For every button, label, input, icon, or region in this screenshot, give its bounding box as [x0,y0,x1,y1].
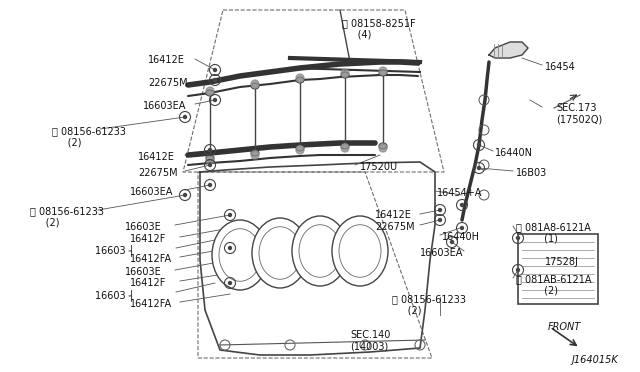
Ellipse shape [339,225,381,277]
Circle shape [251,80,259,88]
Text: SEC.140
(14003): SEC.140 (14003) [350,330,390,352]
Text: 16603EA: 16603EA [420,248,463,258]
Circle shape [379,144,387,152]
Circle shape [438,218,442,221]
Circle shape [461,227,463,230]
Circle shape [461,203,463,206]
Text: 16603 ┤: 16603 ┤ [95,244,134,256]
Text: 16603 ┤: 16603 ┤ [95,289,134,301]
Text: 16603EA: 16603EA [130,187,173,197]
Circle shape [477,167,481,170]
Circle shape [209,148,211,151]
Ellipse shape [296,145,304,151]
Text: 16412FA: 16412FA [130,299,172,309]
Bar [518,234,598,304]
Circle shape [451,241,454,244]
Ellipse shape [292,216,348,286]
Text: 16412F: 16412F [130,234,166,244]
Ellipse shape [341,143,349,149]
Circle shape [206,87,214,95]
Text: 16603E: 16603E [125,222,162,232]
Circle shape [251,151,259,159]
Circle shape [516,269,520,272]
Ellipse shape [219,229,261,281]
Ellipse shape [379,143,387,149]
Circle shape [341,144,349,152]
Polygon shape [489,42,528,58]
Ellipse shape [296,77,304,83]
Circle shape [516,237,520,240]
Text: 16454+A: 16454+A [437,188,483,198]
Ellipse shape [299,225,341,277]
Ellipse shape [332,216,388,286]
Text: 16440H: 16440H [442,232,480,242]
Circle shape [209,183,211,186]
Text: 16440N: 16440N [495,148,533,158]
Ellipse shape [252,218,308,288]
Text: 17528J: 17528J [545,257,579,267]
Text: 22675M: 22675M [148,78,188,88]
Ellipse shape [251,150,259,156]
Circle shape [296,146,304,154]
Text: 16412E: 16412E [375,210,412,220]
Circle shape [206,156,214,164]
Circle shape [184,193,186,196]
Text: Ⓒ 08156-61233
     (2): Ⓒ 08156-61233 (2) [30,206,104,228]
Text: 16603E: 16603E [125,267,162,277]
Circle shape [214,99,216,102]
Ellipse shape [341,72,349,78]
Text: FRONT: FRONT [548,322,581,332]
Circle shape [477,144,481,147]
Text: 16454: 16454 [545,62,576,72]
Circle shape [228,247,232,250]
Text: 17520U: 17520U [360,162,398,172]
Text: 16B03: 16B03 [516,168,547,178]
Circle shape [341,69,349,77]
Circle shape [438,208,442,212]
Text: 22675M: 22675M [138,168,178,178]
Circle shape [228,214,232,217]
Circle shape [379,67,387,75]
Ellipse shape [251,83,259,89]
Text: J164015K: J164015K [572,355,619,365]
Ellipse shape [206,155,214,161]
Circle shape [214,78,216,81]
Text: 16412E: 16412E [138,152,175,162]
Circle shape [209,164,211,167]
Text: 16412E: 16412E [148,55,185,65]
Ellipse shape [212,220,268,290]
Circle shape [214,68,216,71]
Ellipse shape [206,90,214,96]
Text: 16603EA: 16603EA [143,101,186,111]
Text: Ⓒ 08156-61233
     (2): Ⓒ 08156-61233 (2) [392,294,466,315]
Text: Ⓒ 081AB-6121A
         (2): Ⓒ 081AB-6121A (2) [516,274,591,296]
Ellipse shape [259,227,301,279]
Text: 16412FA: 16412FA [130,254,172,264]
Text: 22675M: 22675M [375,222,415,232]
Circle shape [184,115,186,119]
Text: SEC.173
(17502Q): SEC.173 (17502Q) [556,103,602,125]
Text: 16412F: 16412F [130,278,166,288]
Text: Ⓒ 081A8-6121A
         (1): Ⓒ 081A8-6121A (1) [516,222,591,244]
Ellipse shape [379,70,387,76]
Text: Ⓒ 08158-8251F
     (4): Ⓒ 08158-8251F (4) [342,18,415,39]
Text: Ⓒ 08156-61233
     (2): Ⓒ 08156-61233 (2) [52,126,126,148]
Circle shape [296,74,304,82]
Circle shape [228,282,232,285]
